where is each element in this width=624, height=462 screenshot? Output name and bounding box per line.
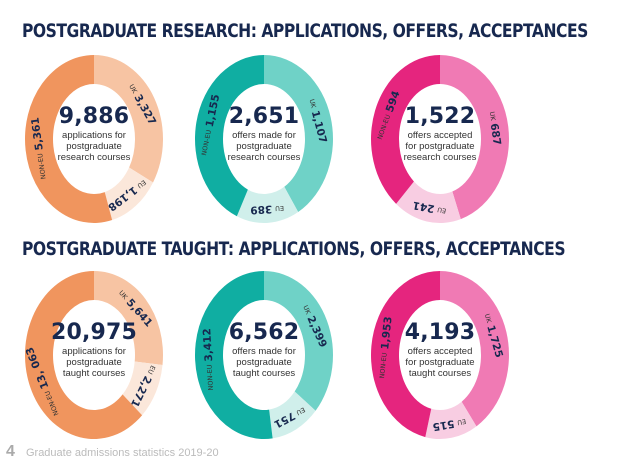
slice-category: EU: [275, 204, 285, 213]
taught-section-title: POSTGRADUATE TAUGHT: APPLICATIONS, OFFER…: [22, 238, 566, 260]
total-value: 6,562: [228, 320, 300, 345]
caption-line: postgraduate: [66, 141, 122, 152]
slice-category: EU: [295, 406, 307, 417]
caption-line: for postgraduate: [405, 141, 475, 152]
slice-label-eu: EU515: [432, 415, 467, 433]
slice-category: EU: [436, 205, 446, 215]
slice-label-eu: EU241: [412, 199, 447, 217]
research-acceptances-donut: UK687 EU241 NON-EU594 1,522 offers accepted f…: [370, 54, 510, 224]
donut-center: 1,522 offers accepted for postgraduate rese…: [395, 104, 485, 163]
page-number: 4: [6, 443, 15, 460]
donut-center: 2,651 offers made for postgraduate research…: [219, 104, 309, 163]
caption-line: applications for: [62, 346, 126, 357]
slice-uk: [264, 55, 333, 212]
footer-text: Graduate admissions statistics 2019-20: [25, 447, 219, 459]
slice-value: 687: [488, 123, 503, 146]
taught-applications-donut: UK5,641 EU2,271 NON-EU13, 063 20,975 applica…: [24, 270, 164, 440]
donut-center: 9,886 applications for postgraduate researc…: [49, 104, 139, 163]
footer: 4 Graduate admissions statistics 2019-20: [6, 443, 219, 461]
taught-offers-donut: UK2,399 EU751 NON-EU3,412 6,562 offers made …: [194, 270, 334, 440]
slice-category: UK: [127, 83, 139, 95]
slice-category: NON-EU: [205, 364, 215, 391]
slice-label-non-eu: NON-EU5,361: [29, 117, 49, 180]
donut-center: 4,193 offers accepted for postgraduate taug…: [395, 320, 485, 379]
caption-line: offers accepted: [407, 130, 473, 141]
slice-value: 3,412: [201, 328, 215, 362]
caption-line: postgraduate: [236, 357, 292, 368]
slice-uk: [440, 55, 509, 220]
caption-line: research courses: [403, 152, 477, 163]
slice-label-non-eu: NON-EU 1,953: [376, 316, 395, 379]
caption-line: applications for: [62, 130, 126, 141]
total-value: 4,193: [404, 320, 476, 345]
slice-eu: [122, 361, 163, 416]
slice-category: UK: [301, 304, 312, 316]
caption-line: taught courses: [62, 368, 126, 379]
slice-category: NON-EU: [378, 352, 389, 379]
donut-center: 20,975 applications for postgraduate taught…: [49, 320, 139, 379]
slice-category: EU: [135, 178, 147, 190]
slice-value: 241: [412, 199, 436, 215]
caption-line: research courses: [57, 152, 131, 163]
slice-category: NON-EU: [36, 153, 47, 180]
slice-non-eu: [195, 54, 264, 217]
research-applications-donut: UK3,327 EU1,198 NON-EU5,361 9,886 applicatio…: [24, 54, 164, 224]
slice-non-eu: [195, 271, 273, 439]
slice-category: UK: [488, 111, 497, 122]
slice-category: UK: [308, 98, 318, 109]
slice-eu: [425, 401, 477, 439]
slice-label-non-eu: NON-EU 3,412: [201, 328, 217, 391]
total-value: 9,886: [58, 104, 130, 129]
slice-label-uk: UK687: [486, 111, 503, 146]
slice-eu: [396, 181, 461, 224]
slice-value: 1,953: [379, 316, 394, 350]
slice-uk: [94, 55, 164, 183]
slice-category: EU: [456, 417, 466, 426]
slice-eu: [269, 391, 316, 439]
slice-value: 389: [250, 203, 273, 216]
caption-line: postgraduate: [66, 357, 122, 368]
caption-line: research courses: [227, 152, 301, 163]
research-section-title: POSTGRADUATE RESEARCH: APPLICATIONS, OFF…: [22, 20, 588, 42]
caption-line: postgraduate: [236, 141, 292, 152]
slice-uk: [94, 271, 163, 365]
slice-eu: [236, 186, 299, 223]
slice-label-eu: EU389: [250, 202, 284, 216]
caption-line: offers made for: [232, 130, 296, 141]
slice-category: UK: [483, 313, 493, 325]
slice-uk: [440, 271, 509, 427]
slice-non-eu: [371, 55, 440, 204]
slice-value: 5,361: [29, 117, 45, 152]
donut-center: 6,562 offers made for postgraduate taught c…: [219, 320, 309, 379]
slice-uk: [264, 271, 333, 411]
research-offers-donut: UK1,107 EU389 NON-EU1,155 2,651 offers made …: [194, 54, 334, 224]
caption-line: taught courses: [232, 368, 296, 379]
slice-non-eu: [370, 271, 440, 438]
taught-acceptances-donut: UK1,725 EU515 NON-EU1,953 4,193 offers accep…: [370, 270, 510, 440]
caption-line: for postgraduate: [405, 357, 475, 368]
slice-value: 515: [432, 417, 456, 433]
total-value: 2,651: [228, 104, 300, 129]
caption-line: taught courses: [408, 368, 472, 379]
caption-line: offers made for: [232, 346, 296, 357]
slice-non-eu: [25, 271, 143, 439]
slice-eu: [104, 167, 154, 221]
slice-non-eu: [24, 55, 113, 223]
total-value: 1,522: [404, 104, 476, 129]
caption-line: offers accepted: [407, 346, 473, 357]
total-value: 20,975: [50, 320, 138, 345]
slice-category: EU: [146, 364, 157, 376]
